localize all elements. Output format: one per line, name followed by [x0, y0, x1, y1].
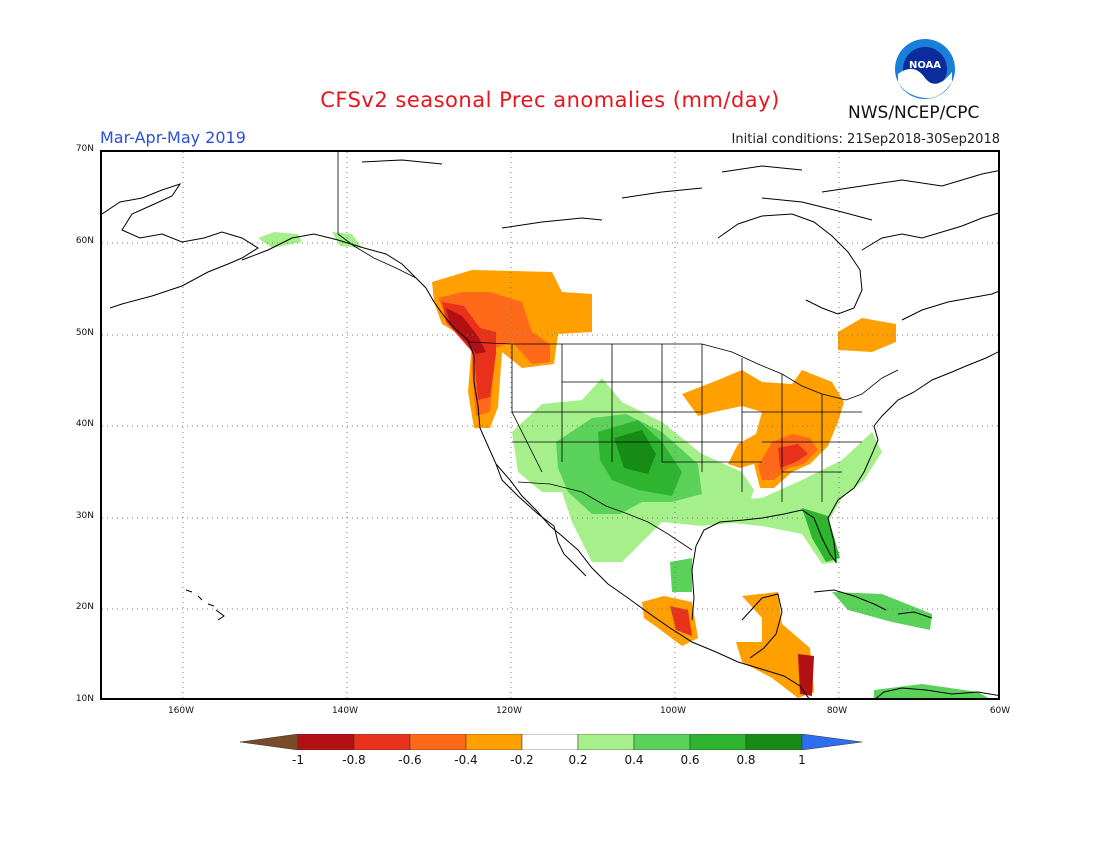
lon-label-140w: 140W — [331, 706, 359, 716]
colorbar-above-max — [801, 734, 862, 750]
colorbar-label-neg06: -0.6 — [398, 753, 422, 767]
wet-anomaly-southeast — [702, 432, 882, 564]
colorbar-bin-6 — [577, 734, 635, 750]
hawaii — [185, 589, 225, 621]
lat-label-60n: 60N — [75, 236, 94, 246]
colorbar-label-06: 0.6 — [680, 753, 700, 767]
noaa-logo: NOAA — [895, 39, 955, 99]
map-title: CFSv2 seasonal Prec anomalies (mm/day) — [320, 88, 780, 112]
lat-label-40n: 40N — [75, 419, 94, 429]
us-canada-border — [467, 341, 899, 401]
noaa-logo-text: NOAA — [909, 60, 941, 71]
anomaly-map — [100, 150, 1000, 700]
wet-anomaly-caribbean — [832, 592, 932, 630]
colorbar-bin-7 — [633, 734, 691, 750]
wet-anomaly-alaska — [258, 232, 302, 248]
lat-label-10n: 10N — [75, 694, 94, 704]
colorbar-label-02: 0.2 — [568, 753, 588, 767]
colorbar-bin-1 — [297, 734, 355, 750]
dry-anomaly-central-america-core — [798, 654, 814, 696]
labrador-coast — [861, 212, 998, 321]
anomaly-shading — [258, 232, 989, 698]
dry-anomaly-tennessee-core — [778, 444, 808, 468]
alaska-coast — [102, 183, 427, 309]
colorbar-bin-8 — [689, 734, 747, 750]
south-america-coast — [875, 687, 998, 698]
lon-label-60w: 60W — [989, 706, 1011, 716]
lat-label-20n: 20N — [75, 602, 94, 612]
hudson-bay — [717, 213, 863, 315]
initial-conditions-label: Initial conditions: 21Sep2018-30Sep2018 — [731, 132, 1000, 147]
colorbar-label-neg02: -0.2 — [510, 753, 534, 767]
colorbar-bin-4 — [465, 734, 523, 750]
us-mexico-border — [517, 481, 693, 551]
lat-label-70n: 70N — [75, 144, 94, 154]
colorbar-bin-9 — [745, 734, 803, 750]
colorbar-label-1: 1 — [798, 753, 806, 767]
colorbar-bin-5 — [521, 734, 579, 750]
season-label: Mar-Apr-May 2019 — [100, 128, 246, 147]
lon-label-80w: 80W — [826, 706, 848, 716]
east-coast — [873, 351, 998, 427]
wet-anomaly-yukon — [332, 232, 362, 248]
borders — [337, 152, 899, 551]
hispaniola — [897, 611, 933, 619]
wet-anomaly-southwest-max — [614, 430, 656, 474]
colorbar — [240, 734, 862, 750]
arctic-islands — [361, 159, 998, 229]
colorbar-label-neg1: -1 — [292, 753, 304, 767]
colorbar-label-08: 0.8 — [736, 753, 756, 767]
cuba — [813, 589, 887, 611]
colorbar-bin-3 — [409, 734, 467, 750]
dry-anomaly-mexico — [642, 596, 698, 646]
yucatan — [741, 593, 783, 659]
colorbar-bin-2 — [353, 734, 411, 750]
colorbar-label-neg08: -0.8 — [342, 753, 366, 767]
colorbar-label-neg04: -0.4 — [454, 753, 478, 767]
dry-anomaly-central-america — [736, 592, 814, 698]
baja-california — [495, 463, 587, 577]
lon-label-100w: 100W — [659, 706, 687, 716]
lat-label-50n: 50N — [75, 328, 94, 338]
lon-label-160w: 160W — [167, 706, 195, 716]
dry-anomaly-mexico-core — [670, 606, 692, 636]
map-canvas — [102, 152, 998, 698]
north-america-west-coast — [425, 287, 810, 698]
alaska-canada-border — [337, 152, 417, 279]
colorbar-label-04: 0.4 — [624, 753, 644, 767]
gulf-coast — [691, 425, 879, 621]
colorbar-below-min — [240, 734, 299, 750]
wet-anomaly-mexico — [670, 558, 692, 592]
graticule — [102, 152, 998, 698]
lon-label-120w: 120W — [495, 706, 523, 716]
lat-label-30n: 30N — [75, 511, 94, 521]
agency-label: NWS/NCEP/CPC — [848, 103, 980, 123]
us-state-lines — [511, 344, 862, 502]
